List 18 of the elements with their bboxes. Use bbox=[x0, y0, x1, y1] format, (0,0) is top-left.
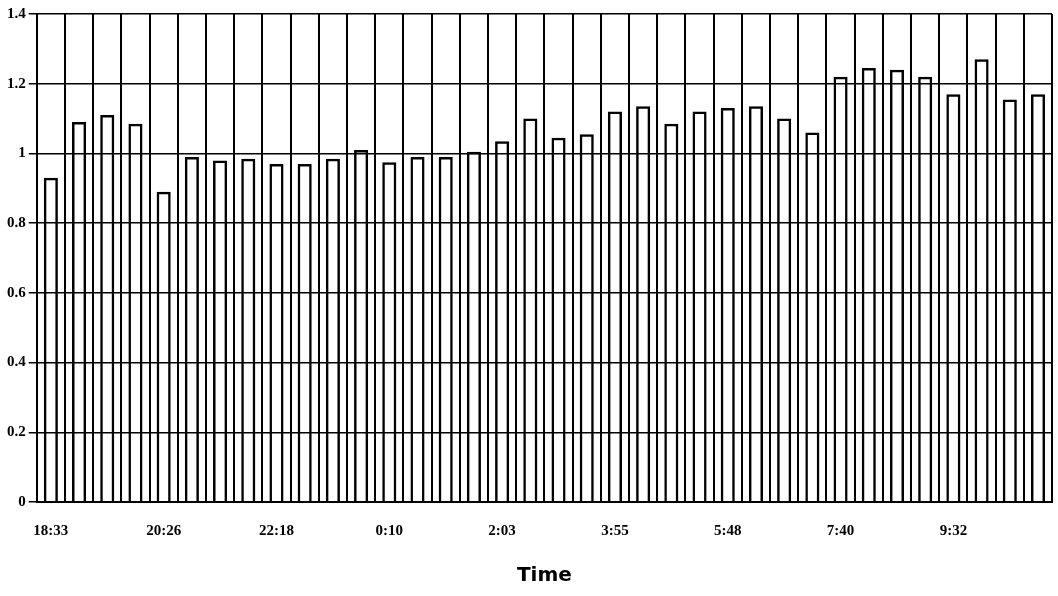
x-tick-label: 5:48 bbox=[714, 521, 742, 538]
x-tick-label: 2:03 bbox=[488, 521, 516, 538]
y-tick-label: 1 bbox=[18, 144, 26, 161]
x-tick-label: 20:26 bbox=[146, 521, 182, 538]
x-tick-label: 7:40 bbox=[826, 521, 855, 538]
y-tick-label: 0.8 bbox=[7, 214, 26, 231]
y-tick-label: 0.4 bbox=[7, 353, 27, 370]
y-tick-label: 0.2 bbox=[7, 423, 26, 440]
x-axis-title: Time bbox=[516, 562, 572, 587]
x-tick-label: 18:33 bbox=[33, 521, 69, 538]
x-tick-label: 9:32 bbox=[939, 521, 968, 538]
x-tick-label: 0:10 bbox=[375, 521, 404, 538]
x-tick-label: 3:55 bbox=[601, 521, 629, 538]
y-tick-label: 0.6 bbox=[7, 283, 27, 300]
y-tick-label: 1.4 bbox=[7, 4, 27, 21]
y-tick-label: 0 bbox=[18, 492, 26, 509]
y-tick-label: 1.2 bbox=[7, 74, 26, 91]
x-tick-label: 22:18 bbox=[258, 521, 294, 538]
